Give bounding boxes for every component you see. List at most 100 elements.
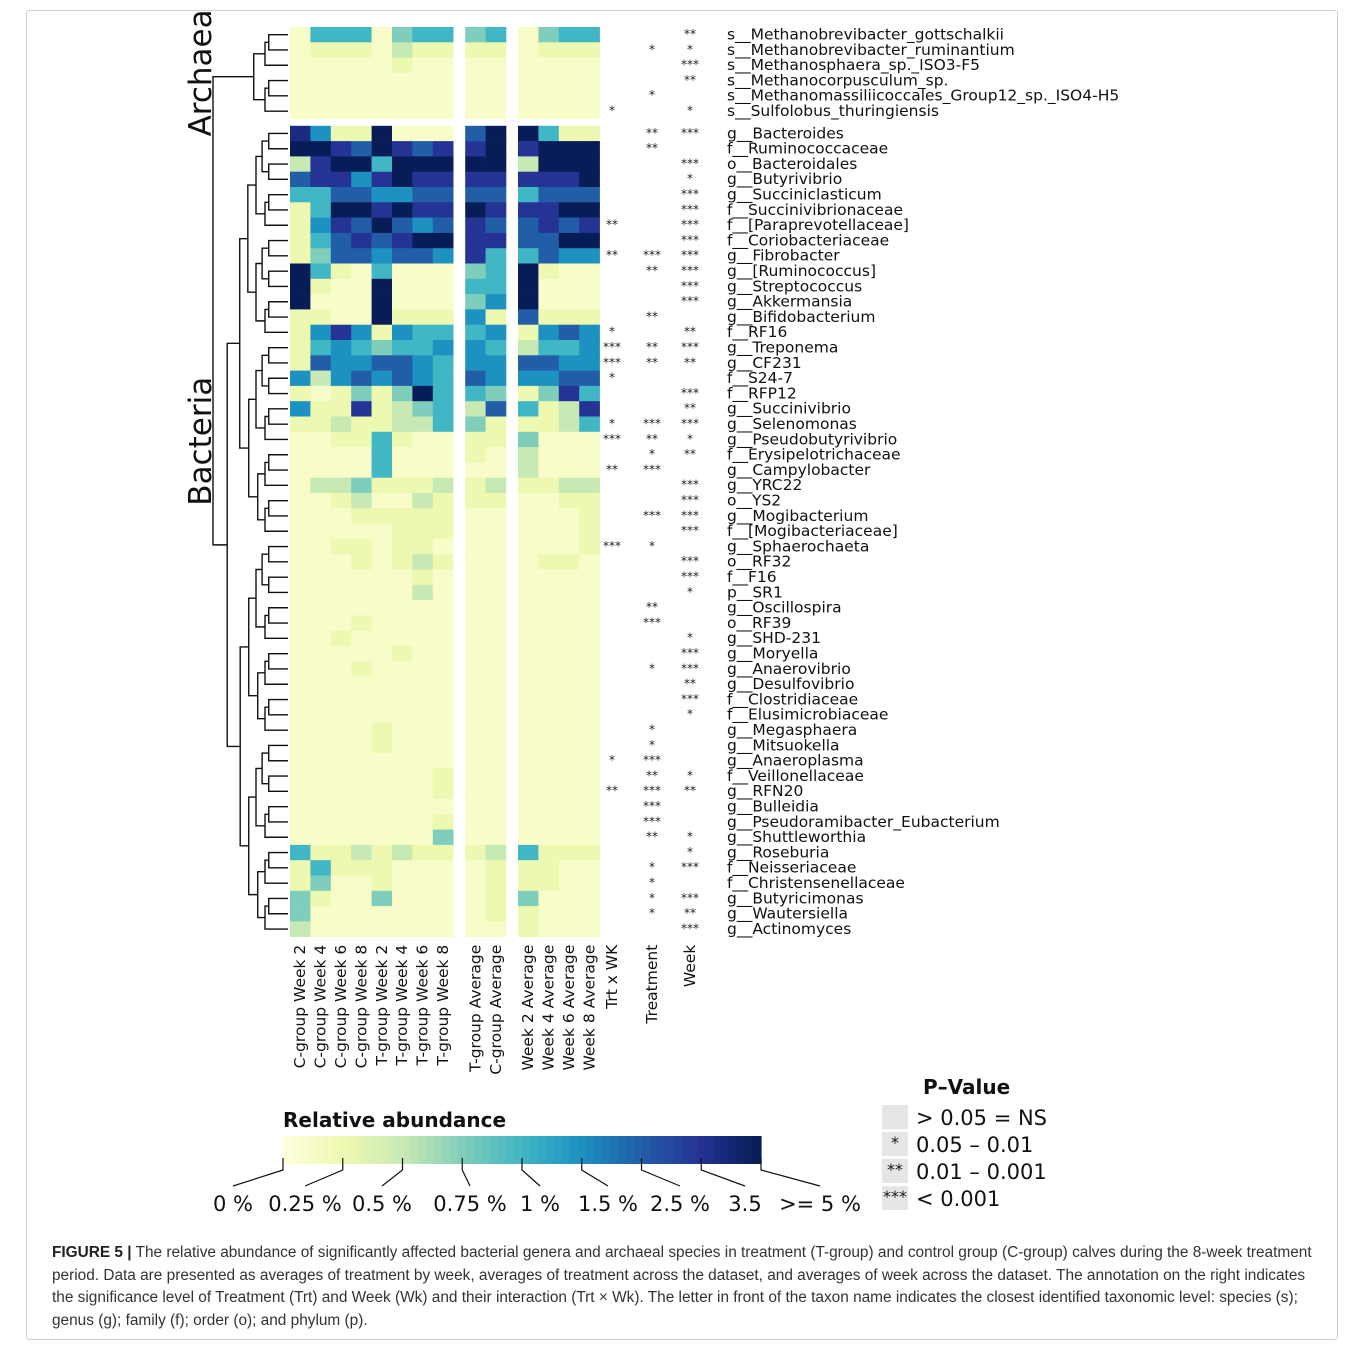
heatmap-cell — [432, 600, 454, 616]
significance-mark: *** — [681, 891, 699, 905]
heatmap-cell — [558, 156, 580, 172]
heatmap-cell — [558, 493, 580, 509]
heatmap-cell — [432, 248, 454, 264]
dendrogram-branch — [268, 499, 288, 517]
heatmap-cell — [290, 103, 311, 120]
heatmap-cell — [579, 844, 600, 861]
heatmap-cell — [371, 187, 393, 203]
heatmap-cell — [485, 722, 507, 739]
row-label: g__Pseudobutyrivibrio — [727, 430, 897, 449]
significance-mark: *** — [681, 554, 699, 568]
heatmap-cell — [330, 860, 352, 876]
row-label: f__S24-7 — [727, 369, 793, 388]
colorbar-swatch — [601, 1136, 611, 1164]
heatmap-cell — [330, 600, 352, 616]
heatmap-cell — [290, 906, 311, 922]
heatmap-cell — [351, 385, 372, 402]
column-label: T-group Week 8 — [434, 945, 452, 1067]
heatmap-cell — [412, 72, 434, 89]
heatmap-cell — [538, 447, 560, 463]
pvalue-label: < 0.001 — [916, 1187, 1000, 1211]
heatmap-cell — [432, 57, 454, 74]
heatmap-cell — [412, 844, 434, 861]
heatmap-cell — [371, 72, 393, 89]
heatmap-cell — [465, 462, 486, 478]
heatmap-cell — [485, 538, 507, 555]
row-label: f__RF16 — [727, 323, 787, 342]
heatmap-cell — [432, 324, 454, 341]
heatmap-cell — [310, 753, 332, 769]
significance-mark: * — [649, 860, 655, 874]
heatmap-cell — [351, 355, 372, 371]
dendrogram-branch — [257, 672, 265, 720]
heatmap-cell — [330, 508, 352, 524]
dendrogram-branch — [268, 346, 288, 364]
heatmap-cell — [432, 385, 454, 402]
heatmap-cell — [371, 248, 393, 264]
heatmap-cell — [538, 57, 560, 74]
pvalue-symbol: *** — [883, 1187, 907, 1206]
row-label: o__YS2 — [727, 492, 781, 511]
heatmap-cell — [290, 202, 311, 218]
heatmap-cell — [392, 615, 413, 631]
colorbar-swatch — [609, 1136, 619, 1164]
heatmap-cell — [392, 447, 413, 463]
heatmap-cell — [465, 737, 486, 754]
heatmap-cell — [432, 768, 454, 784]
heatmap-cell — [485, 768, 507, 784]
heatmap-cell — [412, 103, 434, 120]
significance-mark: ** — [646, 600, 658, 614]
heatmap-cell — [518, 615, 539, 631]
heatmap-cell — [412, 263, 434, 280]
significance-mark: ** — [684, 784, 696, 798]
heatmap-cell — [485, 340, 507, 356]
heatmap-cell — [558, 340, 580, 356]
significance-mark: ** — [606, 784, 618, 798]
colorbar-swatch — [745, 1136, 754, 1164]
heatmap-cell — [579, 508, 600, 524]
heatmap-cell — [392, 370, 413, 387]
row-label: f__Elusimicrobiaceae — [727, 706, 888, 725]
heatmap-cell — [465, 890, 486, 907]
row-labels: s__Methanobrevibacter_gottschalkiis__Met… — [727, 26, 1119, 939]
significance-mark: * — [687, 707, 693, 721]
row-label: o__Bacteroidales — [727, 155, 857, 174]
heatmap-cell — [412, 416, 434, 433]
row-label: g__Anaeroplasma — [727, 752, 864, 771]
heatmap-cell — [351, 829, 372, 846]
heatmap-cell — [432, 737, 454, 754]
heatmap-cell — [371, 217, 393, 234]
heatmap-cell — [290, 691, 311, 708]
heatmap-cell — [465, 508, 486, 524]
heatmap-cell — [290, 416, 311, 433]
row-label: g__Fibrobacter — [727, 247, 840, 266]
heatmap-cell — [290, 401, 311, 417]
dendrogram-branch — [268, 851, 288, 869]
heatmap-cell — [558, 294, 580, 310]
heatmap-cell — [579, 814, 600, 830]
dendrogram-branch — [261, 140, 269, 173]
heatmap-cell — [485, 814, 507, 830]
dendrogram-branch — [239, 646, 249, 847]
row-label: s__Methanosphaera_sp._ISO3-F5 — [727, 56, 980, 75]
heatmap-cell — [518, 753, 539, 769]
significance-mark: * — [687, 42, 693, 56]
heatmap-cell — [485, 569, 507, 586]
dendrogram-branch — [268, 805, 288, 823]
heatmap-cell — [412, 462, 434, 478]
colorbar-swatch — [394, 1136, 404, 1164]
heatmap-cell — [310, 263, 332, 280]
heatmap-cell — [351, 401, 372, 417]
pvalue-swatch — [882, 1159, 908, 1183]
heatmap-cell — [371, 309, 393, 325]
dendrogram-branch — [257, 473, 265, 521]
heatmap-cell — [351, 324, 372, 341]
heatmap-cell — [465, 554, 486, 570]
heatmap-cell — [579, 691, 600, 708]
heatmap-cell — [351, 202, 372, 218]
heatmap-cell — [538, 630, 560, 647]
heatmap-cell — [518, 294, 539, 310]
heatmap-cell — [330, 141, 352, 157]
heatmap-cell — [290, 462, 311, 478]
heatmap-cell — [558, 355, 580, 371]
